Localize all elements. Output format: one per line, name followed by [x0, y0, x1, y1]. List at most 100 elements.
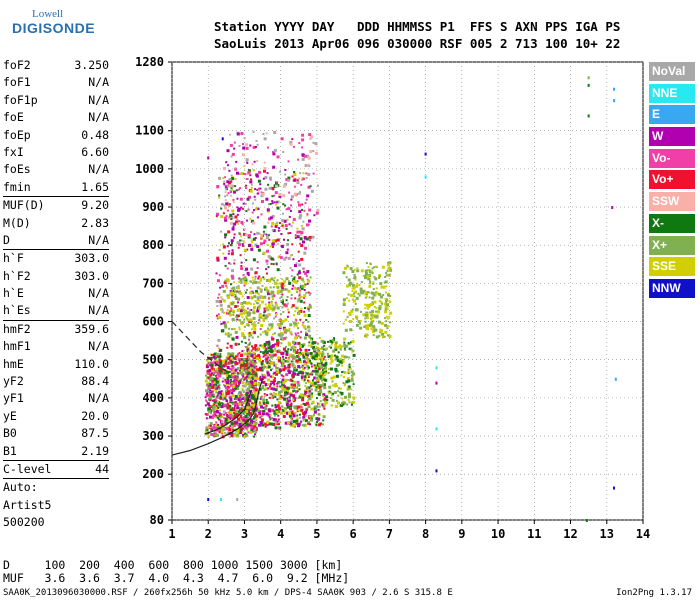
- echo-point: [252, 427, 255, 430]
- echo-point: [264, 187, 268, 191]
- echo-point: [242, 394, 245, 397]
- echo-point: [243, 334, 246, 337]
- echo-point: [309, 338, 312, 341]
- echo-point: [349, 320, 352, 323]
- echo-point: [293, 369, 296, 372]
- echo-point: [248, 370, 250, 373]
- echo-point: [319, 389, 322, 392]
- echo-point: [270, 380, 273, 383]
- echo-point: [225, 399, 228, 402]
- echo-point: [284, 204, 287, 207]
- echo-point: [204, 396, 207, 399]
- echo-point: [272, 372, 275, 375]
- echo-point: [373, 306, 376, 308]
- echo-point: [305, 237, 309, 241]
- echo-point: [247, 426, 250, 429]
- echo-point: [268, 396, 271, 399]
- echo-point: [215, 299, 219, 303]
- echo-point: [243, 228, 246, 231]
- echo-point: [366, 275, 370, 279]
- echo-point: [387, 274, 389, 277]
- echo-point: [290, 294, 293, 296]
- echo-point: [269, 286, 272, 289]
- echo-point: [283, 238, 285, 241]
- echo-point: [315, 405, 319, 409]
- echo-point: [276, 385, 279, 388]
- echo-point: [298, 210, 302, 214]
- echo-point: [238, 220, 241, 223]
- echo-point: [281, 383, 284, 385]
- echo-point: [351, 308, 354, 311]
- echo-point: [297, 365, 301, 369]
- echo-point: [249, 280, 252, 283]
- echo-point: [263, 232, 266, 235]
- echo-point: [285, 359, 289, 363]
- echo-point: [350, 370, 354, 374]
- echo-point: [278, 390, 282, 394]
- echo-point: [229, 189, 232, 192]
- echo-point: [223, 395, 226, 398]
- echo-point: [221, 392, 225, 396]
- echo-point: [273, 201, 276, 204]
- echo-point: [288, 391, 292, 395]
- echo-point: [301, 146, 304, 149]
- echo-point: [303, 294, 307, 298]
- echo-point: [295, 419, 299, 423]
- echo-point: [262, 406, 265, 409]
- echo-point: [212, 414, 216, 418]
- echo-point: [247, 367, 250, 370]
- echo-point: [233, 379, 236, 382]
- echo-point: [233, 415, 237, 419]
- echo-point: [315, 367, 317, 370]
- echo-point: [341, 371, 344, 374]
- echo-point: [295, 262, 298, 265]
- echo-point: [280, 380, 283, 383]
- echo-point: [302, 419, 305, 422]
- echo-point: [367, 291, 370, 294]
- echo-point: [258, 387, 262, 391]
- echo-point: [312, 415, 315, 418]
- echo-point: [311, 356, 315, 360]
- echo-point: [268, 296, 271, 299]
- echo-point: [270, 327, 273, 330]
- echo-point: [342, 382, 345, 384]
- echo-point: [245, 210, 248, 213]
- echo-point: [296, 280, 299, 282]
- echo-point: [346, 284, 349, 288]
- echo-point: [243, 277, 247, 280]
- echo-point: [296, 287, 300, 291]
- echo-point: [336, 370, 339, 373]
- echo-point: [355, 296, 359, 300]
- echo-point: [211, 372, 214, 375]
- echo-point: [308, 305, 312, 309]
- echo-point: [372, 288, 375, 290]
- echo-point: [249, 352, 253, 356]
- echo-point: [223, 413, 226, 416]
- echo-point: [267, 354, 269, 357]
- echo-point: [375, 306, 378, 309]
- echo-point: [214, 357, 217, 360]
- echo-point: [235, 374, 239, 378]
- echo-point: [275, 285, 278, 288]
- echo-point: [298, 344, 302, 348]
- echo-point: [282, 381, 286, 385]
- echo-point: [265, 404, 268, 407]
- echo-point: [255, 431, 258, 434]
- echo-point: [224, 378, 227, 381]
- echo-point: [283, 284, 286, 287]
- echo-point: [296, 349, 299, 352]
- echo-point: [313, 341, 317, 345]
- echo-point: [219, 303, 223, 307]
- echo-point: [258, 189, 260, 192]
- echo-point: [292, 390, 295, 393]
- echo-point: [220, 308, 222, 311]
- echo-point: [309, 415, 313, 419]
- echo-point: [267, 146, 269, 149]
- echo-point: [269, 245, 272, 248]
- echo-point: [270, 301, 273, 304]
- echo-point: [279, 394, 283, 398]
- echo-point: [384, 308, 387, 311]
- echo-point: [307, 156, 311, 160]
- echo-point: [320, 391, 323, 394]
- echo-point: [228, 242, 230, 245]
